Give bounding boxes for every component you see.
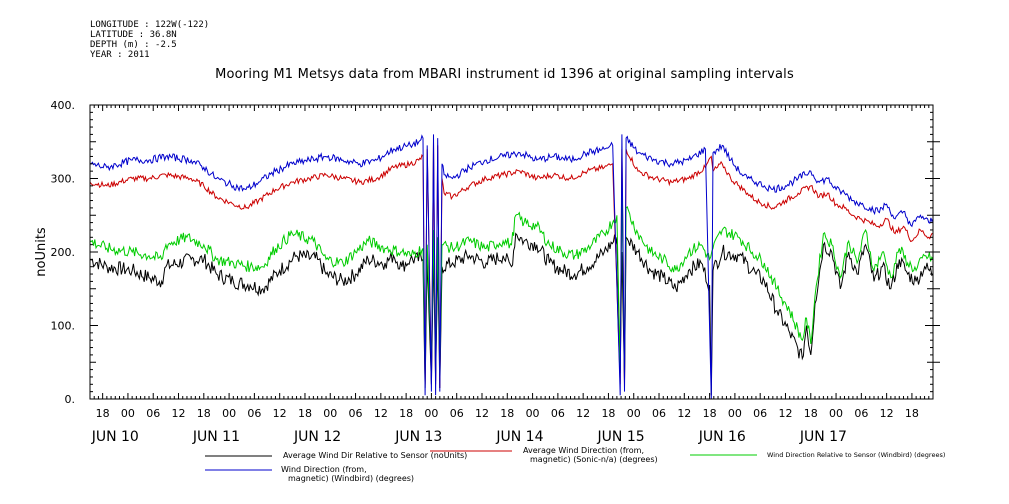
x-tick-label: 00 — [829, 407, 843, 420]
legend-label-4: magnetic) (Windbird) (degrees) — [288, 474, 414, 483]
legend-label-2: magnetic) (Sonic-n/a) (degrees) — [530, 455, 658, 464]
x-tick-label: 00 — [627, 407, 641, 420]
series-layer — [89, 134, 934, 400]
meta-depth: DEPTH (m) : -2.5 — [90, 40, 177, 50]
x-tick-label: 06 — [349, 407, 363, 420]
x-tick-label: 18 — [298, 407, 312, 420]
x-tick-label: 00 — [323, 407, 337, 420]
x-tick-label: 12 — [374, 407, 388, 420]
x-tick-label: 06 — [450, 407, 464, 420]
day-label: JUN 17 — [799, 429, 847, 445]
x-tick-label: 12 — [576, 407, 590, 420]
x-tick-label: 12 — [880, 407, 894, 420]
day-label: JUN 11 — [192, 429, 240, 445]
y-tick-label: 100. — [51, 320, 76, 333]
chart-title: Mooring M1 Metsys data from MBARI instru… — [215, 67, 794, 82]
x-tick-label: 18 — [601, 407, 615, 420]
x-tick-label: 00 — [526, 407, 540, 420]
meta-longitude: LONGITUDE : 122W(-122) — [90, 20, 210, 30]
x-tick-label: 18 — [197, 407, 211, 420]
series-line-1 — [89, 232, 934, 396]
meta-year: YEAR : 2011 — [90, 50, 150, 60]
x-tick-label: 18 — [96, 407, 110, 420]
y-tick-label: 400. — [51, 99, 76, 112]
x-tick-label: 06 — [652, 407, 666, 420]
labels-layer: 18 00 06 12 18 00 06 12 18 00 06 12 18 00 06 12 18 00 06 12… — [51, 99, 919, 445]
legend-label-4: Wind Direction (from, — [281, 465, 367, 474]
day-label: JUN 14 — [495, 429, 543, 445]
y-axis-label: noUnits — [34, 227, 49, 277]
plot-frame — [89, 104, 934, 400]
legend-label-2: Average Wind Direction (from, — [523, 446, 644, 455]
x-tick-label: 12 — [677, 407, 691, 420]
x-tick-label: 00 — [121, 407, 135, 420]
x-tick-label: 12 — [172, 407, 186, 420]
day-label: JUN 12 — [293, 429, 341, 445]
legend-label-1: Average Wind Dir Relative to Sensor (noU… — [283, 451, 467, 460]
x-tick-label: 12 — [273, 407, 287, 420]
series-line-2 — [89, 141, 933, 389]
series-line-3 — [89, 185, 934, 374]
metadata-block: LONGITUDE : 122W(-122) LATITUDE : 36.8N … — [90, 20, 209, 60]
x-tick-label: 18 — [399, 407, 413, 420]
day-label: JUN 10 — [91, 429, 139, 445]
y-tick-label: 0. — [65, 393, 76, 406]
ticks-layer — [89, 104, 940, 400]
x-tick-label: 00 — [728, 407, 742, 420]
series-line-4 — [89, 134, 934, 400]
x-tick-label: 06 — [247, 407, 261, 420]
day-label: JUN 13 — [394, 429, 442, 445]
x-tick-label: 06 — [146, 407, 160, 420]
legend: Average Wind Dir Relative to Sensor (noU… — [205, 446, 945, 483]
x-tick-label: 18 — [500, 407, 514, 420]
legend-label-3: Wind Direction Relative to Sensor (Windb… — [767, 451, 945, 459]
x-tick-label: 06 — [854, 407, 868, 420]
day-label: JUN 16 — [698, 429, 746, 445]
x-tick-label: 18 — [804, 407, 818, 420]
x-tick-label: 06 — [551, 407, 565, 420]
x-tick-label: 12 — [778, 407, 792, 420]
x-tick-label: 00 — [222, 407, 236, 420]
x-tick-label: 18 — [905, 407, 919, 420]
day-label: JUN 15 — [597, 429, 645, 445]
x-tick-label: 00 — [424, 407, 438, 420]
x-tick-label: 06 — [753, 407, 767, 420]
y-tick-label: 300. — [51, 173, 76, 186]
y-tick-label: 200. — [51, 246, 76, 259]
x-tick-label: 18 — [703, 407, 717, 420]
meta-latitude: LATITUDE : 36.8N — [90, 30, 177, 40]
x-tick-label: 12 — [475, 407, 489, 420]
